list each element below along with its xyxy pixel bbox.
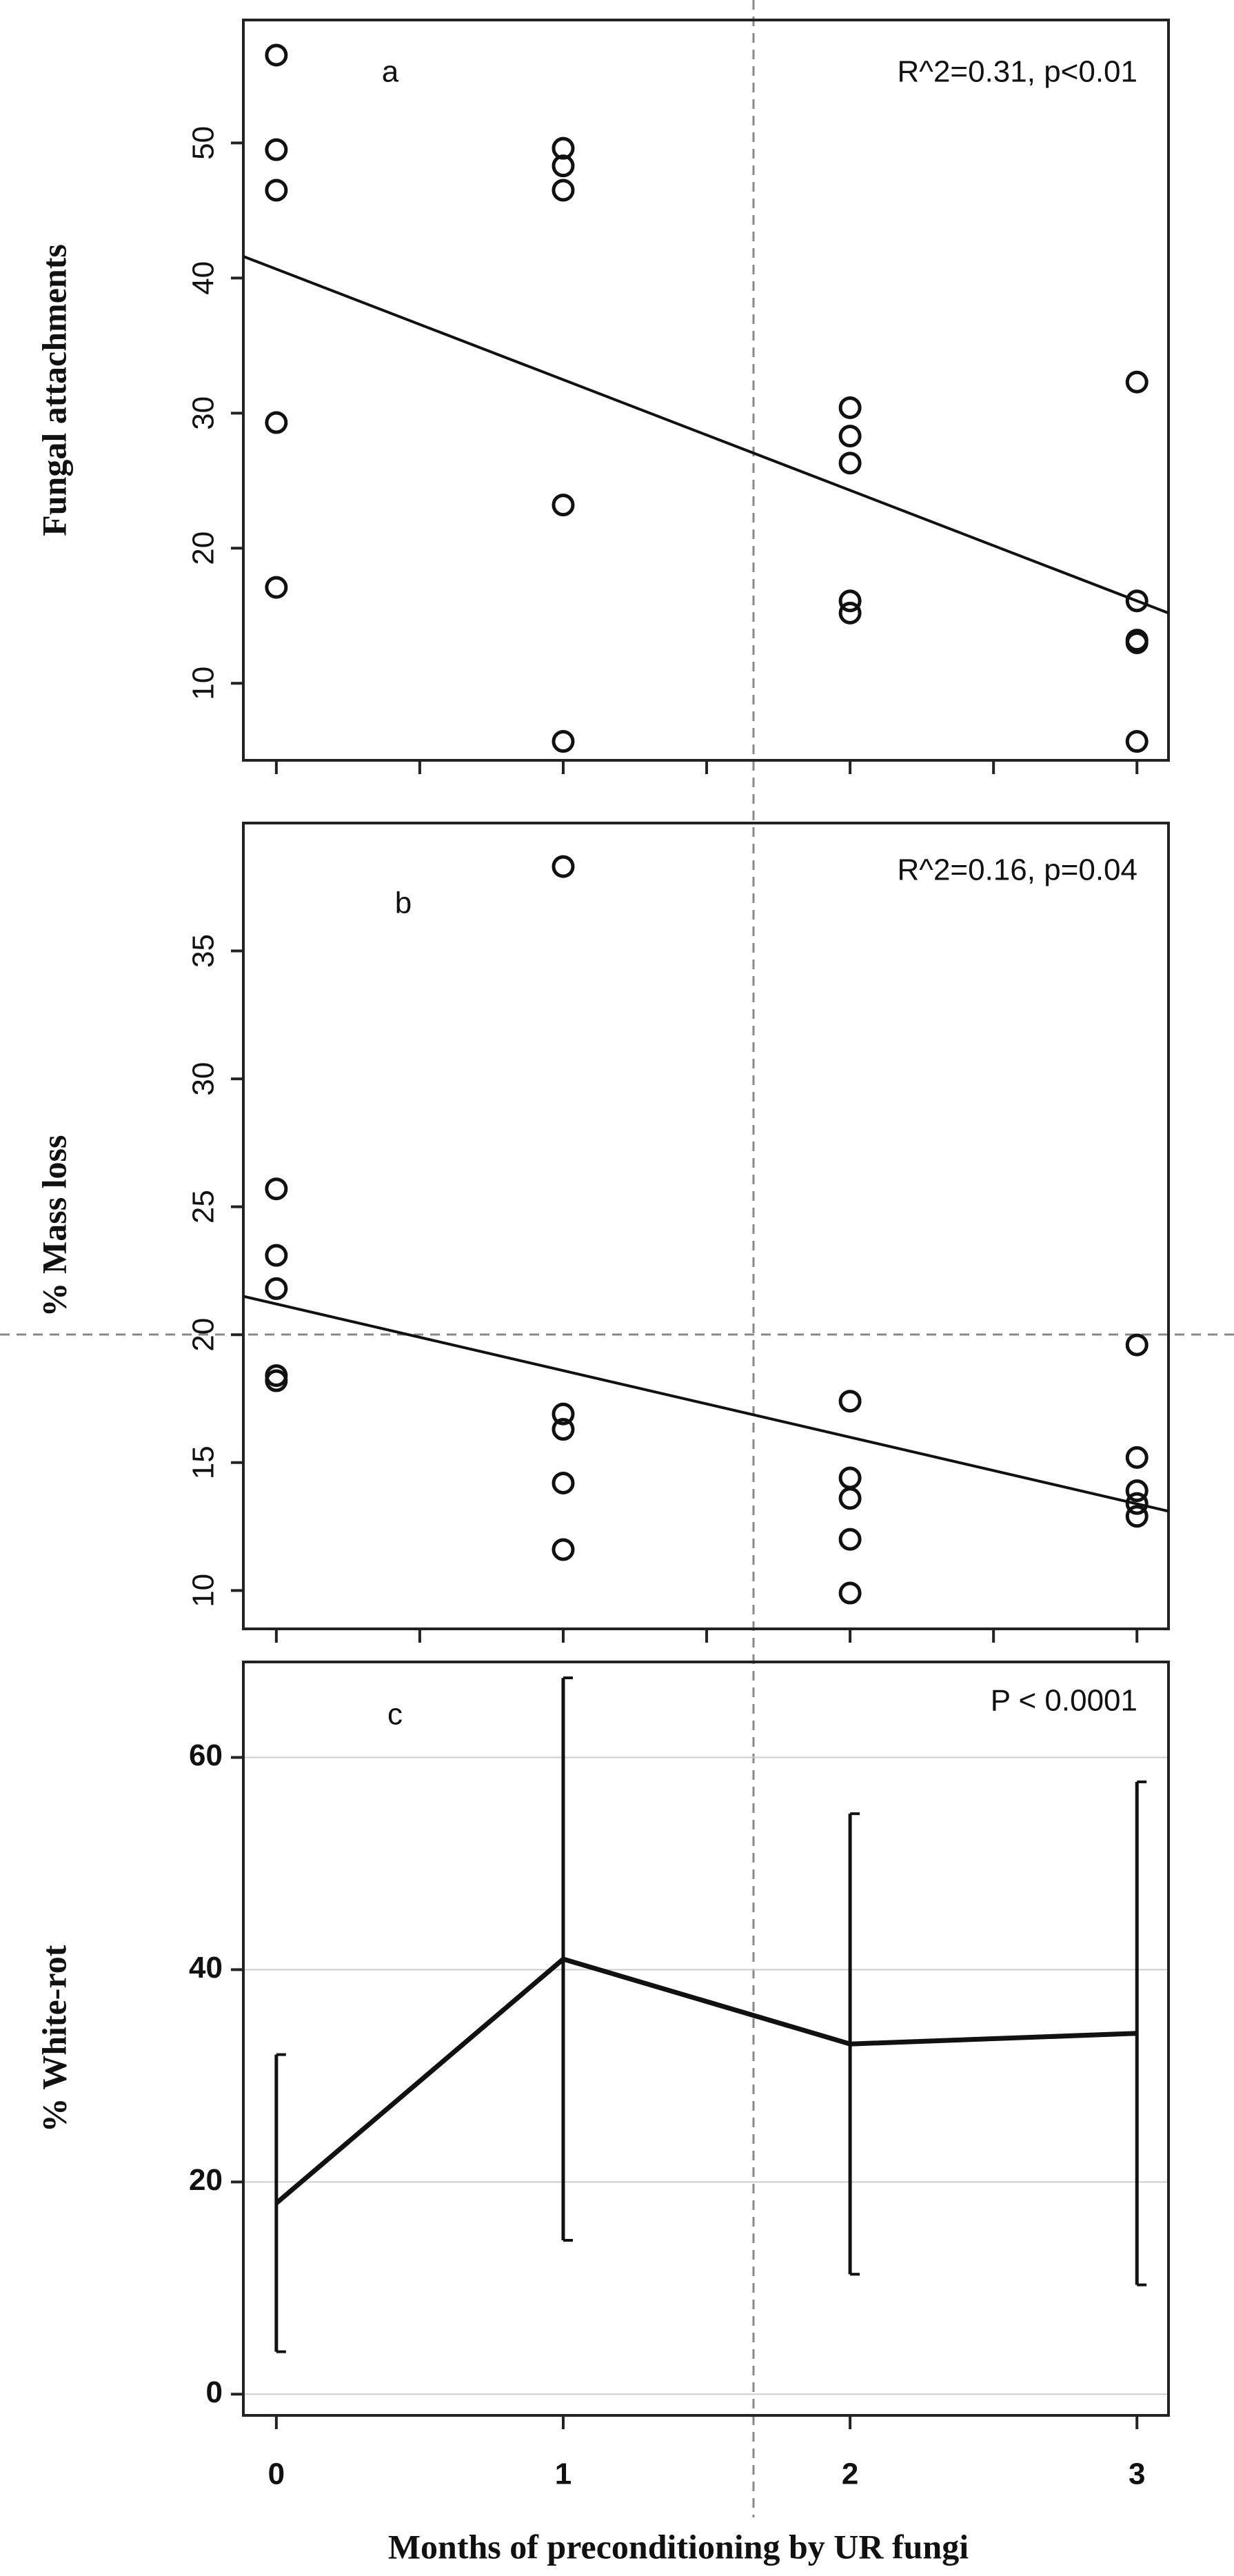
fit-line [243,1295,1169,1513]
x-tick-label: 1 [555,2457,572,2491]
point [1125,730,1149,753]
point [552,136,575,160]
point [1125,370,1149,394]
x-tick-label: 0 [268,2457,285,2491]
point [552,730,575,753]
point [552,1418,575,1441]
mean-line [274,1956,1137,2205]
stat-annotation: P < 0.0001 [991,1684,1137,1718]
x-tick-label: 3 [1129,2457,1145,2491]
stat-annotation: R^2=0.31, p<0.01 [898,55,1137,89]
point [265,411,288,434]
y-tick-label: 10 [187,1574,221,1608]
point [1125,1446,1149,1469]
point [265,43,288,67]
y-tick-label: 10 [187,667,221,700]
point [552,494,575,517]
point [838,396,862,419]
stat-annotation: R^2=0.16, p=0.04 [898,853,1137,887]
panel-label: a [382,55,399,89]
point [838,1528,862,1551]
y-tick-label: 40 [187,261,221,295]
point [265,179,288,202]
y-tick-label: 30 [187,396,221,430]
point [1125,589,1149,613]
point [838,601,862,625]
fit-line [243,255,1169,615]
panel-label: b [395,886,412,920]
point [552,179,575,202]
point [838,589,862,613]
point [265,1244,288,1267]
point [838,1487,862,1510]
point [838,1581,862,1605]
point [1125,631,1149,654]
point [1125,1479,1149,1503]
point [265,576,288,599]
point [265,1369,288,1392]
point [265,1177,288,1201]
panel-label: c [387,1698,403,1732]
y-tick-label: 20 [189,2163,223,2197]
y-tick-label: 0 [206,2375,223,2409]
y-axis-title: % Mass loss [34,1135,73,1317]
point [552,1402,575,1426]
point [1125,1505,1149,1528]
y-axis-title: Fungal attachments [34,244,73,536]
y-tick-label: 40 [189,1951,223,1985]
y-tick-label: 30 [187,1062,221,1096]
point [1125,1333,1149,1357]
point [265,138,288,161]
point [1125,1492,1149,1515]
y-tick-label: 20 [187,531,221,565]
x-tick-label: 2 [842,2457,858,2491]
y-axis-title: % White-rot [34,1945,73,2132]
point [552,154,575,178]
y-tick-label: 20 [187,1318,221,1352]
point [838,425,862,448]
y-tick-label: 60 [189,1738,223,1772]
point [552,1538,575,1561]
point [552,855,575,878]
point [838,452,862,475]
plot-frame [242,1661,1170,2417]
y-tick-label: 50 [187,126,221,160]
x-axis-title: Months of preconditioning by UR fungi [388,2527,969,2566]
point [265,1277,288,1300]
y-tick-label: 35 [187,934,221,968]
point [838,1390,862,1413]
y-tick-label: 15 [187,1446,221,1479]
point [552,1471,575,1494]
y-tick-label: 25 [187,1190,221,1224]
